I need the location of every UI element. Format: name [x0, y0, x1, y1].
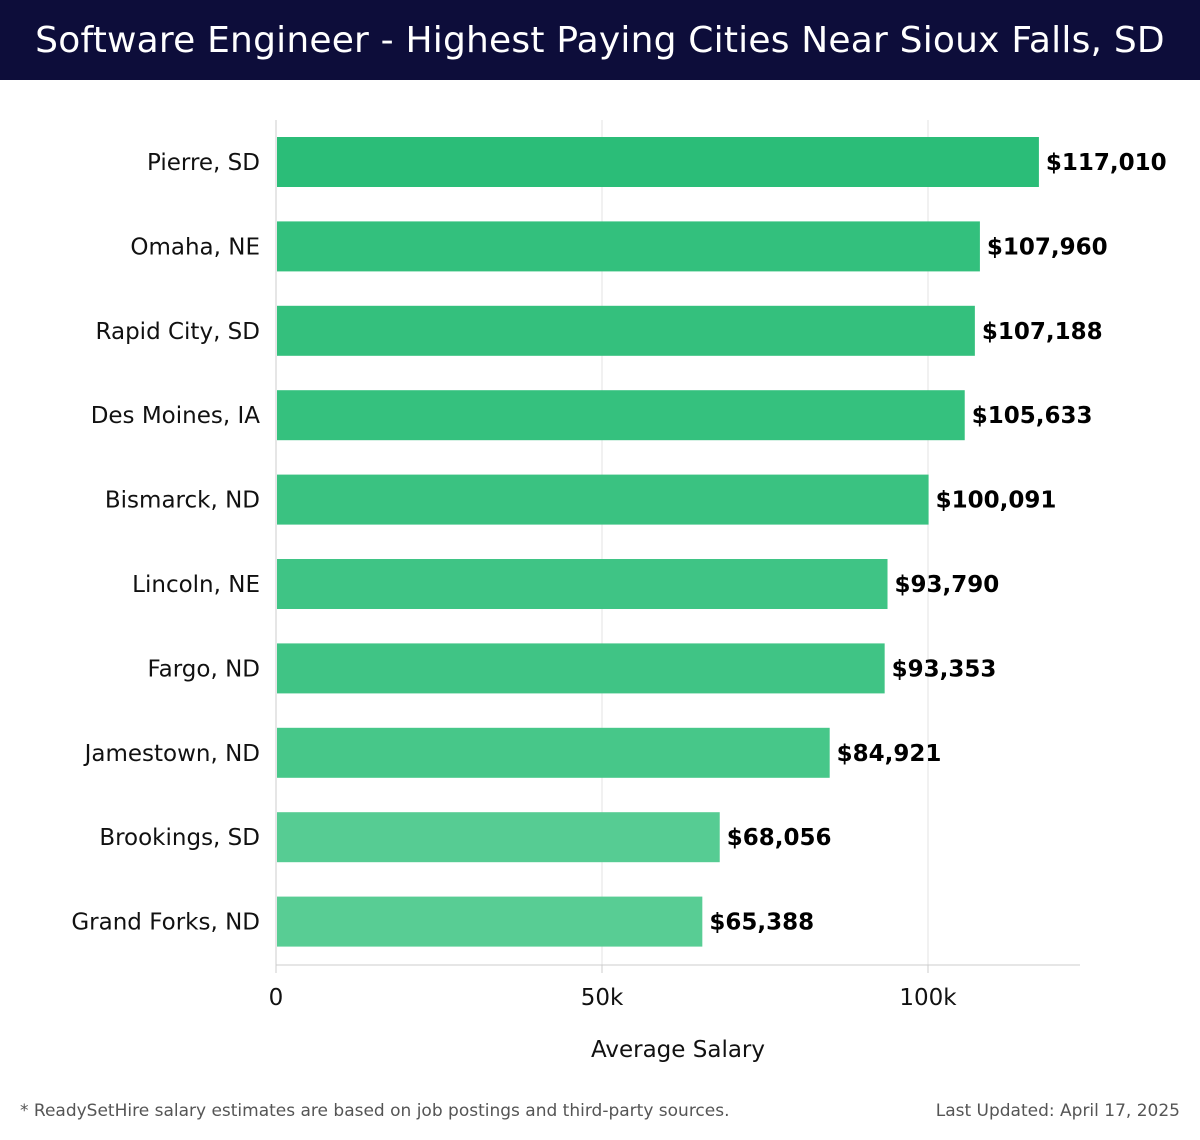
bar — [277, 474, 929, 525]
bar — [277, 727, 830, 778]
x-tick-label: 50k — [581, 985, 624, 1011]
chart-title: Software Engineer - Highest Paying Citie… — [35, 19, 1165, 61]
category-label: Des Moines, IA — [91, 403, 261, 429]
category-label: Pierre, SD — [147, 150, 260, 176]
bar — [277, 137, 1039, 187]
value-label: $84,921 — [837, 741, 942, 767]
last-updated: Last Updated: April 17, 2025 — [935, 1101, 1180, 1121]
bars — [277, 137, 1039, 947]
value-label: $105,633 — [972, 403, 1093, 429]
value-label: $107,188 — [982, 319, 1103, 345]
title-bar: Software Engineer - Highest Paying Citie… — [0, 0, 1200, 80]
bar — [277, 896, 703, 947]
value-label: $93,790 — [895, 572, 1000, 598]
value-label: $68,056 — [727, 825, 832, 851]
value-label: $93,353 — [892, 656, 997, 682]
footnote: * ReadySetHire salary estimates are base… — [20, 1101, 730, 1121]
x-tick-label: 0 — [269, 985, 284, 1011]
bar — [277, 305, 975, 356]
value-label: $107,960 — [987, 234, 1108, 260]
category-label: Bismarck, ND — [105, 488, 260, 514]
bar-chart: Pierre, SD $117,010 Omaha, NE $107,960 Rapid… — [71, 120, 1167, 1063]
value-label: $65,388 — [709, 910, 814, 936]
axes: 0 50k 100k Average Salary — [269, 120, 1080, 1063]
category-label: Jamestown, ND — [83, 741, 260, 767]
bar — [277, 390, 965, 441]
bar — [277, 221, 980, 272]
bar — [277, 643, 885, 694]
value-label: $100,091 — [936, 488, 1057, 514]
labels: Pierre, SD $117,010 Omaha, NE $107,960 Rapid… — [71, 150, 1166, 936]
category-label: Omaha, NE — [130, 234, 260, 260]
category-label: Rapid City, SD — [96, 319, 260, 345]
bar — [277, 812, 720, 863]
category-label: Brookings, SD — [99, 825, 260, 851]
value-label: $117,010 — [1046, 150, 1167, 176]
x-axis-title: Average Salary — [591, 1037, 765, 1063]
x-tick-label: 100k — [899, 985, 957, 1011]
category-label: Fargo, ND — [148, 656, 260, 682]
category-label: Lincoln, NE — [132, 572, 260, 598]
bar — [277, 559, 888, 609]
category-label: Grand Forks, ND — [71, 910, 260, 936]
